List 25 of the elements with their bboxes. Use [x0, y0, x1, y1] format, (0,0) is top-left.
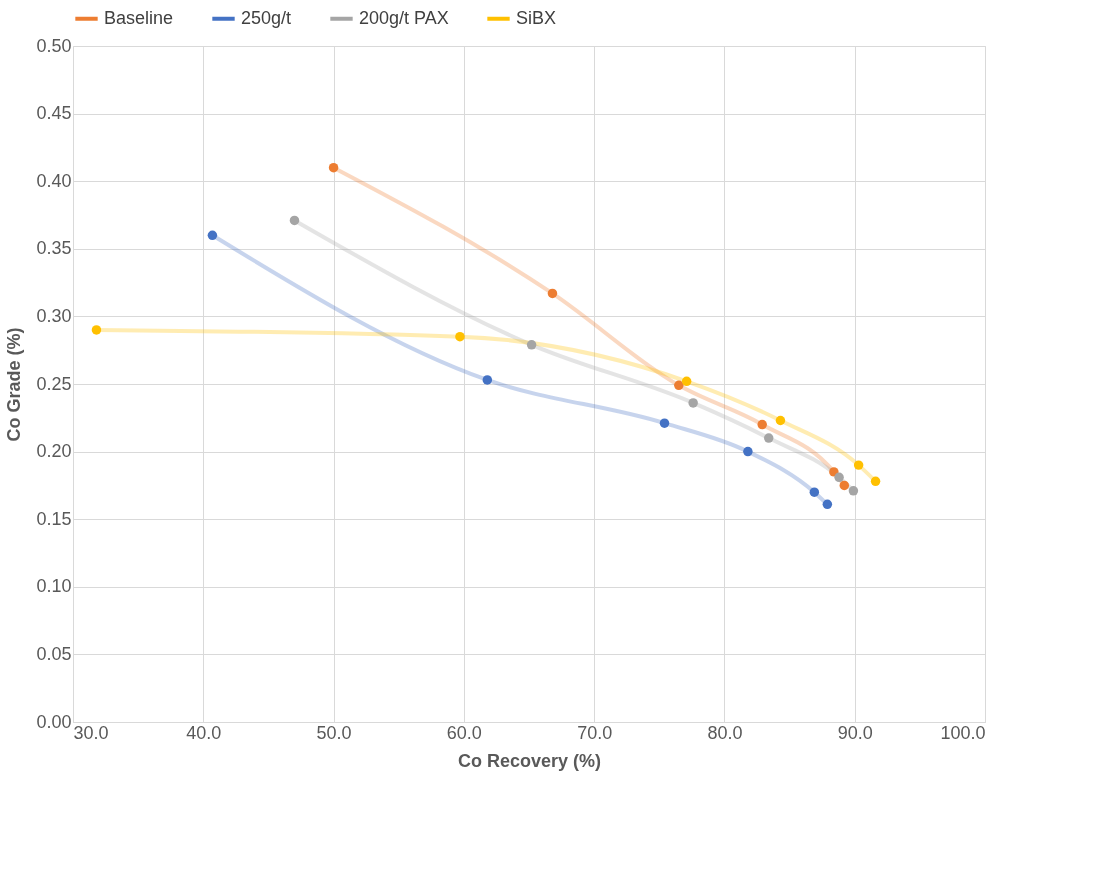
x-tick-label: 90.0	[837, 722, 873, 743]
x-tick-label: 100.0	[940, 722, 986, 743]
y-tick-label: 0.25	[36, 373, 72, 394]
y-tick-label: 0.50	[36, 35, 72, 56]
x-tick-label: 50.0	[316, 722, 352, 743]
y-tick-label: 0.20	[36, 441, 72, 462]
x-tick-label: 70.0	[577, 722, 613, 743]
y-tick-label: 0.40	[36, 170, 72, 191]
x-tick-label: 60.0	[446, 722, 482, 743]
x-tick-label: 40.0	[186, 722, 222, 743]
y-tick-label: 0.10	[36, 576, 72, 597]
x-tick-label: 80.0	[707, 722, 743, 743]
y-tick-label: 0.45	[36, 103, 72, 124]
y-tick-label: 0.15	[36, 508, 72, 529]
legend-label: SiBX	[516, 7, 557, 28]
x-axis-title: Co Recovery (%)	[457, 750, 602, 771]
y-tick-label: 0.05	[36, 643, 72, 664]
x-tick-label: 30.0	[73, 722, 109, 743]
legend-label: 200g/t PAX	[359, 7, 449, 28]
legend-label: Baseline	[104, 7, 174, 28]
y-axis-title: Co Grade (%)	[4, 327, 25, 442]
y-tick-label: 0.30	[36, 305, 72, 326]
y-tick-label: 0.00	[36, 711, 72, 732]
legend-label: 250g/t	[241, 7, 292, 28]
y-tick-label: 0.35	[36, 238, 72, 259]
